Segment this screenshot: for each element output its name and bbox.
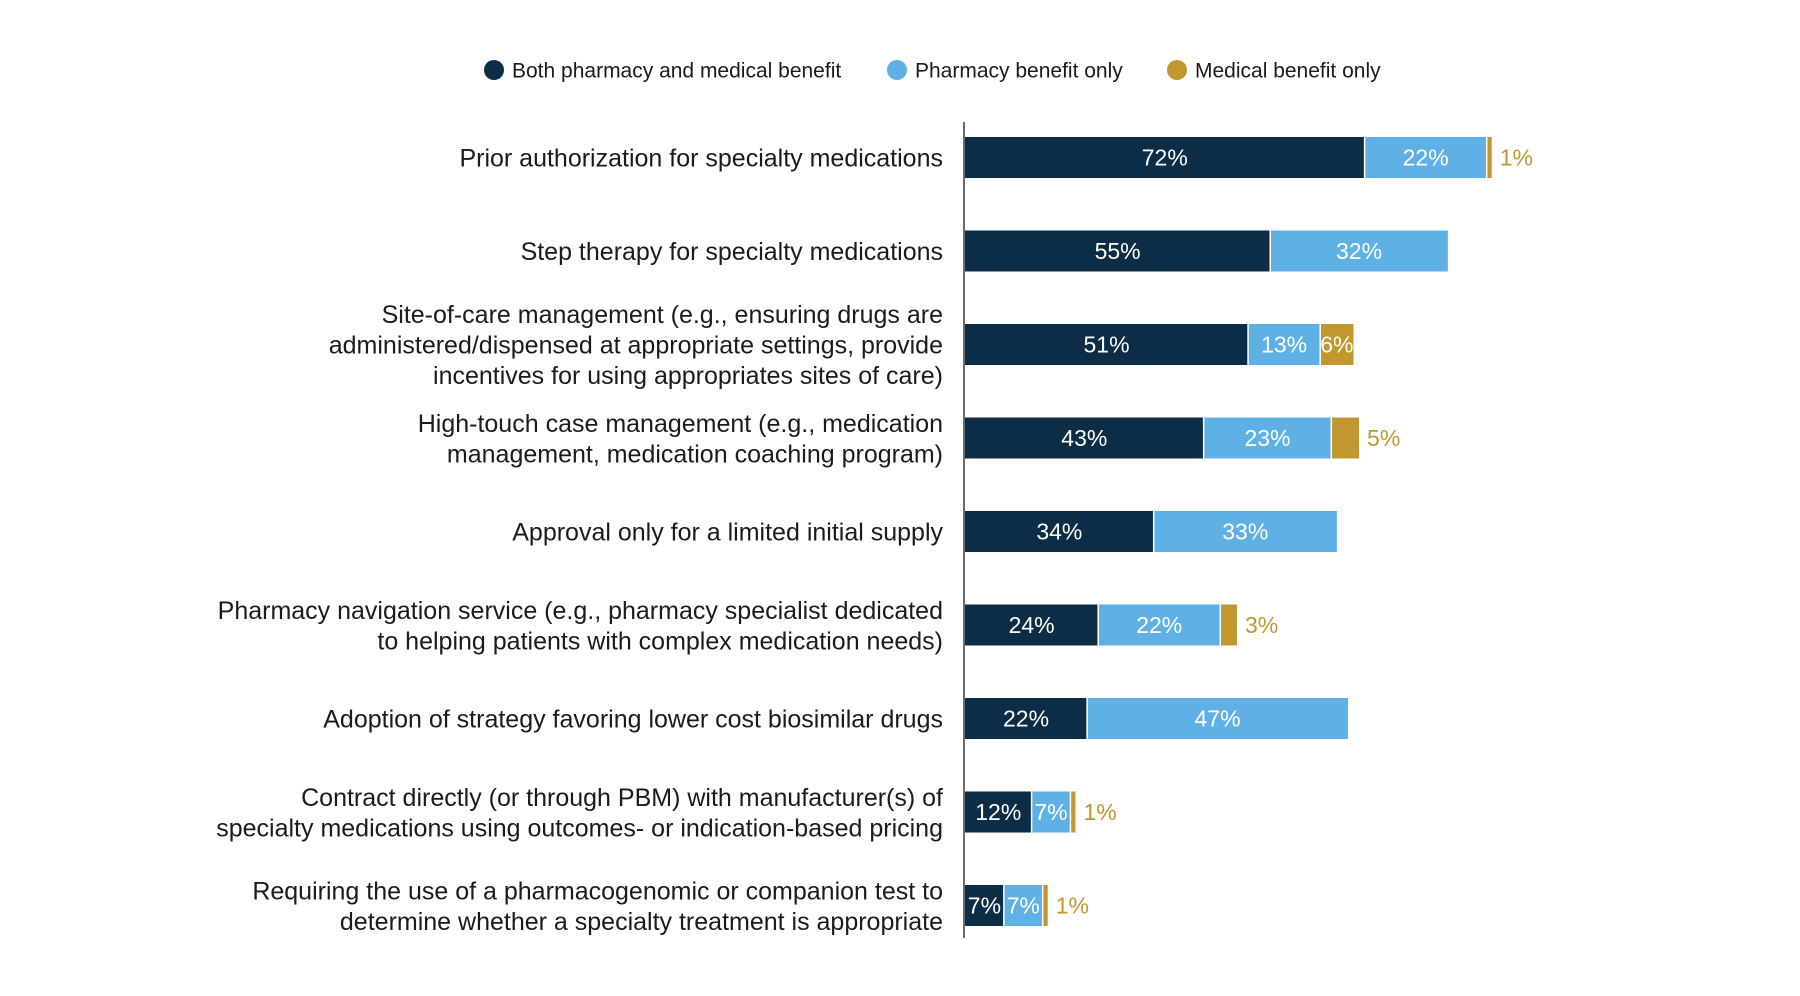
data-label: 1% (1083, 799, 1116, 825)
data-label: 51% (1084, 332, 1130, 358)
data-label: 6% (1320, 332, 1353, 358)
data-label: 22% (1003, 706, 1049, 732)
legend-swatch (1167, 60, 1187, 80)
data-label: 12% (975, 799, 1021, 825)
legend-item-medical: Medical benefit only (1167, 60, 1381, 83)
legend-label: Both pharmacy and medical benefit (512, 60, 841, 83)
category-label: Adoption of strategy favoring lower cost… (323, 706, 943, 734)
bar-segment-pharmacy (1248, 324, 1321, 365)
data-label: 72% (1142, 145, 1188, 171)
legend-swatch (887, 60, 907, 80)
data-label: 24% (1009, 612, 1055, 638)
data-label: 1% (1500, 145, 1533, 171)
bar-segment-medical (1220, 604, 1237, 646)
data-label: 22% (1136, 612, 1182, 638)
bar-segment-medical (1320, 324, 1354, 365)
data-label: 5% (1367, 425, 1400, 451)
bar-segment-pharmacy (1003, 885, 1043, 926)
data-label: 1% (1056, 893, 1089, 919)
legend: Both pharmacy and medical benefit Pharmac… (484, 60, 1381, 83)
bar-segment-both (965, 230, 1271, 272)
legend-item-pharmacy: Pharmacy benefit only (887, 60, 1123, 83)
bar-segment-both (965, 511, 1154, 552)
data-label: 7% (1034, 799, 1067, 825)
data-label: 33% (1222, 519, 1268, 545)
category-label: Pharmacy navigation service (e.g., pharm… (218, 597, 943, 656)
bar-segment-medical (1070, 791, 1076, 833)
category-label: Contract directly (or through PBM) with … (216, 784, 943, 843)
bar-segment-both (965, 137, 1365, 178)
category-label: Approval only for a limited initial supp… (512, 519, 943, 547)
bar-segment-medical (1331, 417, 1360, 459)
category-label: Site-of-care management (e.g., ensuring … (329, 301, 943, 390)
bar-segment-pharmacy (1364, 137, 1487, 178)
category-label: High-touch case management (e.g., medica… (418, 410, 943, 469)
data-label: 43% (1061, 425, 1107, 451)
bar-segment-medical (1042, 885, 1048, 926)
bar-segment-both (965, 324, 1249, 365)
data-label: 47% (1195, 706, 1241, 732)
bar-segment-both (965, 885, 1004, 926)
category-label: Requiring the use of a pharmacogenomic o… (252, 877, 943, 936)
bar-segment-pharmacy (1087, 698, 1348, 739)
legend-label: Pharmacy benefit only (915, 60, 1123, 83)
legend-label: Medical benefit only (1195, 60, 1381, 83)
data-label: 55% (1095, 238, 1141, 264)
bar-segment-both (965, 604, 1099, 646)
data-label: 32% (1336, 238, 1382, 264)
legend-item-both: Both pharmacy and medical benefit (484, 60, 841, 83)
data-label: 3% (1245, 612, 1278, 638)
category-label: Prior authorization for specialty medica… (459, 145, 943, 173)
bar-segment-both (965, 417, 1204, 459)
category-label: Step therapy for specialty medications (521, 238, 943, 266)
bar-segment-pharmacy (1098, 604, 1221, 646)
legend-swatch (484, 60, 504, 80)
bar-segment-both (965, 698, 1088, 739)
data-label: 7% (968, 893, 1001, 919)
data-label: 22% (1403, 145, 1449, 171)
data-label: 34% (1036, 519, 1082, 545)
bar-area: 72% 22% 1% 55% 32% 51% 13% 6% 43% 23% 5% 34% 33% 24% 2… (965, 137, 1533, 926)
category-labels: Prior authorization for specialty medica… (216, 145, 943, 936)
bar-segment-pharmacy (1153, 511, 1337, 552)
bar-segment-pharmacy (1270, 230, 1448, 272)
data-label: 7% (1007, 893, 1040, 919)
data-label: 13% (1261, 332, 1307, 358)
bar-segment-pharmacy (1031, 791, 1071, 833)
bar-segment-pharmacy (1203, 417, 1332, 459)
data-label: 23% (1244, 425, 1290, 451)
bar-segment-medical (1486, 137, 1492, 178)
bar-segment-both (965, 791, 1032, 833)
